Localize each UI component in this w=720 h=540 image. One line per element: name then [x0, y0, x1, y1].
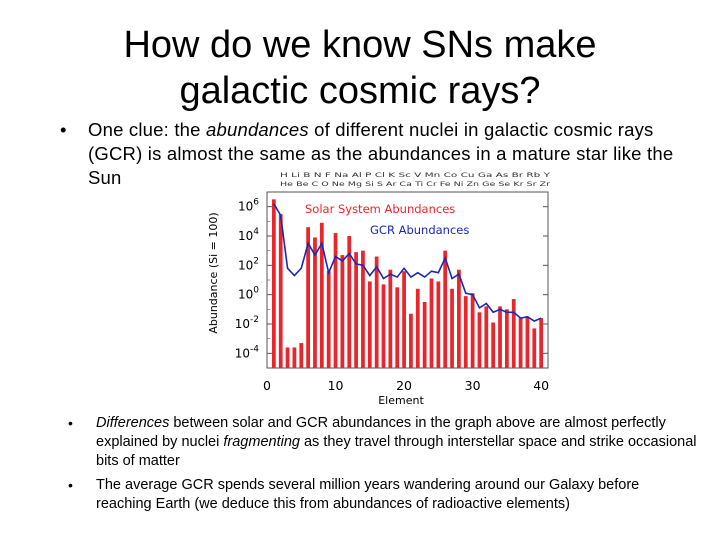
solar-bar [402, 271, 406, 368]
sub-bullet-2-text: The average GCR spends several million y… [96, 477, 640, 512]
legend-solar: Solar System Abundances [305, 202, 455, 216]
y-tick-label: 106 [238, 198, 259, 214]
legend-gcr: GCR Abundances [370, 223, 469, 237]
solar-bar [395, 287, 400, 368]
y-axis-label: Abundance (Si = 100) [207, 212, 220, 333]
element-symbols-row-1: H Li B N F Na Al P Cl K Sc V Mn Co Cu Ga… [280, 172, 551, 179]
x-tick-label: 0 [263, 378, 271, 393]
solar-bar [271, 199, 276, 368]
solar-bar [333, 233, 338, 368]
solar-bar [491, 322, 496, 368]
sub-bullet-dot: • [68, 477, 73, 493]
solar-bar [457, 269, 461, 368]
title-line-1: How do we know SNs make [123, 24, 597, 66]
y-tick-label: 104 [238, 227, 259, 243]
solar-bar [504, 309, 509, 368]
sub-bullet-dot: • [68, 415, 73, 431]
solar-bar [539, 318, 544, 368]
x-tick-label: 20 [396, 378, 412, 393]
title-line-2: galactic cosmic rays? [179, 70, 541, 112]
solar-bar [292, 347, 297, 368]
sub-bullet-1: • Differences between solar and GCR abun… [68, 414, 698, 471]
solar-bar [422, 302, 427, 368]
solar-bar [381, 284, 386, 368]
solar-bar [367, 281, 372, 368]
element-symbols-row-2: He Be C O Ne Mg Si S Ar Ca Ti Cr Fe Ni Z… [280, 181, 551, 188]
solar-bar [388, 269, 393, 368]
x-axis-label: Element [378, 394, 424, 407]
solar-bar [319, 222, 324, 368]
axis-ticks: 106 104 102 100 10-2 10-4 0 10 20 30 40 [235, 198, 549, 393]
solar-bar [415, 288, 420, 368]
main-bullet-suffix: of different nuclei in galactic cosmic r… [88, 119, 674, 188]
solar-bar [306, 227, 311, 368]
solar-bar [511, 299, 516, 368]
slide-title: How do we know SNs make galactic cosmic … [60, 22, 660, 114]
element-symbols: H Li B N F Na Al P Cl K Sc V Mn Co Cu Ga… [280, 172, 551, 188]
main-bullet: • One clue: the abundances of different … [60, 118, 700, 190]
solar-bar [450, 288, 454, 368]
solar-bar [313, 237, 317, 368]
gcr-line [273, 203, 542, 322]
main-bullet-text: One clue: the abundances of different nu… [60, 118, 700, 190]
x-tick-label: 10 [328, 378, 344, 393]
solar-bar [484, 306, 489, 368]
main-bullet-emphasis: abundances [205, 119, 309, 140]
solar-bar [354, 252, 358, 368]
y-tick-label: 10-2 [235, 315, 259, 331]
x-tick-label: 40 [533, 378, 549, 393]
solar-bar [525, 316, 530, 368]
main-bullet-prefix: One clue: the [88, 119, 206, 140]
solar-bar [443, 250, 448, 368]
solar-bars [271, 199, 544, 368]
solar-bar [285, 347, 290, 368]
solar-bar [409, 313, 413, 368]
y-tick-label: 10-4 [235, 344, 260, 360]
sub-bullet-2: • The average GCR spends several million… [68, 476, 698, 514]
x-tick-label: 30 [465, 378, 481, 393]
sub-bullet-1-part-2: as they travel through interstellar spac… [96, 434, 697, 469]
solar-bar [347, 236, 352, 368]
sub-bullet-1-part-1: between solar and GCR abundances in the … [96, 415, 666, 450]
solar-bar [299, 343, 304, 368]
y-tick-label: 102 [238, 256, 259, 272]
solar-bar [532, 328, 537, 368]
solar-bar [436, 281, 441, 368]
bullet-dot: • [60, 119, 67, 140]
solar-bar [278, 214, 283, 368]
solar-bar [326, 271, 331, 368]
sub-bullet-1-text: Differences between solar and GCR abunda… [68, 414, 698, 471]
solar-bar [429, 278, 434, 368]
abundance-chart: H Li B N F Na Al P Cl K Sc V Mn Co Cu Ga… [200, 168, 560, 408]
solar-bar [470, 293, 475, 368]
solar-bar [374, 256, 379, 368]
solar-bar [340, 255, 345, 368]
sub-bullet-1-emphasis-2: fragmenting [223, 434, 300, 450]
y-tick-label: 100 [238, 286, 259, 302]
sub-bullet-1-emphasis-1: Differences [96, 415, 170, 431]
solar-bar [463, 296, 468, 368]
solar-bar [518, 318, 523, 368]
solar-bar [498, 306, 502, 368]
solar-bar [477, 312, 482, 368]
solar-bar [361, 250, 365, 368]
